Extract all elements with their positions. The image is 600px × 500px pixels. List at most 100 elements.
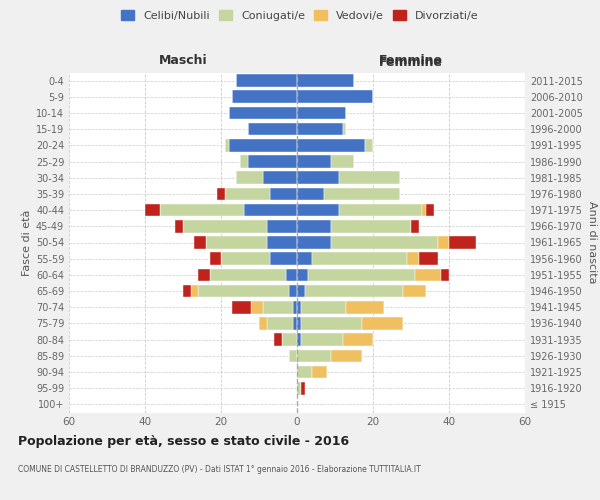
Bar bbox=[183, 220, 266, 232]
Bar bbox=[331, 236, 437, 249]
Bar bbox=[236, 172, 263, 184]
Bar bbox=[194, 236, 206, 249]
Bar bbox=[206, 236, 266, 249]
Bar bbox=[293, 301, 297, 314]
Bar bbox=[225, 139, 229, 151]
Bar bbox=[271, 252, 297, 265]
Bar bbox=[289, 285, 297, 298]
Bar bbox=[301, 382, 305, 394]
Bar bbox=[225, 188, 271, 200]
Y-axis label: Anni di nascita: Anni di nascita bbox=[587, 201, 597, 283]
Bar bbox=[297, 172, 339, 184]
Bar bbox=[346, 301, 385, 314]
Bar bbox=[191, 285, 198, 298]
Bar bbox=[419, 252, 437, 265]
Bar bbox=[305, 285, 403, 298]
Bar bbox=[415, 268, 442, 281]
Bar bbox=[312, 252, 407, 265]
Bar bbox=[297, 90, 373, 103]
Bar bbox=[259, 317, 266, 330]
Bar bbox=[426, 204, 434, 216]
Bar bbox=[209, 268, 286, 281]
Bar bbox=[308, 268, 415, 281]
Bar bbox=[221, 252, 271, 265]
Bar bbox=[331, 220, 411, 232]
Bar bbox=[339, 204, 422, 216]
Bar bbox=[289, 350, 297, 362]
Text: Femmine: Femmine bbox=[379, 56, 443, 69]
Bar bbox=[175, 220, 183, 232]
Bar bbox=[297, 382, 301, 394]
Bar bbox=[403, 285, 426, 298]
Bar bbox=[297, 268, 308, 281]
Bar bbox=[198, 268, 209, 281]
Bar bbox=[301, 334, 343, 346]
Bar bbox=[263, 172, 297, 184]
Bar bbox=[343, 123, 346, 136]
Bar bbox=[297, 74, 354, 87]
Bar bbox=[145, 204, 160, 216]
Bar bbox=[286, 268, 297, 281]
Bar bbox=[240, 155, 248, 168]
Bar bbox=[343, 334, 373, 346]
Bar bbox=[365, 139, 373, 151]
Bar bbox=[229, 139, 297, 151]
Bar bbox=[271, 188, 297, 200]
Bar bbox=[301, 317, 362, 330]
Bar bbox=[266, 317, 293, 330]
Bar bbox=[244, 204, 297, 216]
Bar bbox=[422, 204, 426, 216]
Bar bbox=[297, 155, 331, 168]
Bar bbox=[160, 204, 244, 216]
Bar bbox=[229, 106, 297, 120]
Bar bbox=[282, 334, 297, 346]
Bar bbox=[323, 188, 400, 200]
Bar bbox=[297, 220, 331, 232]
Bar bbox=[297, 123, 343, 136]
Bar bbox=[339, 172, 400, 184]
Bar bbox=[297, 350, 331, 362]
Bar bbox=[263, 301, 293, 314]
Bar bbox=[331, 155, 354, 168]
Bar bbox=[232, 301, 251, 314]
Bar bbox=[297, 252, 312, 265]
Text: COMUNE DI CASTELLETTO DI BRANDUZZO (PV) - Dati ISTAT 1° gennaio 2016 - Elaborazi: COMUNE DI CASTELLETTO DI BRANDUZZO (PV) … bbox=[18, 465, 421, 474]
Bar bbox=[293, 317, 297, 330]
Bar bbox=[297, 106, 346, 120]
Bar bbox=[209, 252, 221, 265]
Bar bbox=[183, 285, 191, 298]
Bar bbox=[217, 188, 225, 200]
Bar bbox=[266, 220, 297, 232]
Bar bbox=[297, 285, 305, 298]
Bar bbox=[312, 366, 328, 378]
Bar bbox=[407, 252, 419, 265]
Bar bbox=[297, 188, 323, 200]
Bar bbox=[297, 301, 301, 314]
Bar bbox=[251, 301, 263, 314]
Bar bbox=[236, 74, 297, 87]
Text: Maschi: Maschi bbox=[158, 54, 208, 68]
Bar bbox=[297, 334, 301, 346]
Bar bbox=[411, 220, 419, 232]
Bar bbox=[266, 236, 297, 249]
Bar bbox=[248, 155, 297, 168]
Bar bbox=[297, 317, 301, 330]
Text: Popolazione per età, sesso e stato civile - 2016: Popolazione per età, sesso e stato civil… bbox=[18, 435, 349, 448]
Bar bbox=[301, 301, 346, 314]
Bar bbox=[297, 366, 312, 378]
Bar bbox=[297, 139, 365, 151]
Bar bbox=[437, 236, 449, 249]
Bar bbox=[274, 334, 282, 346]
Legend: Celibi/Nubili, Coniugati/e, Vedovi/e, Divorziati/e: Celibi/Nubili, Coniugati/e, Vedovi/e, Di… bbox=[117, 6, 483, 25]
Bar bbox=[362, 317, 403, 330]
Text: Femmine: Femmine bbox=[379, 54, 443, 68]
Bar bbox=[232, 90, 297, 103]
Bar bbox=[442, 268, 449, 281]
Bar bbox=[297, 204, 339, 216]
Bar bbox=[297, 236, 331, 249]
Bar bbox=[248, 123, 297, 136]
Bar bbox=[331, 350, 362, 362]
Bar bbox=[198, 285, 289, 298]
Y-axis label: Fasce di età: Fasce di età bbox=[22, 210, 32, 276]
Bar bbox=[449, 236, 476, 249]
